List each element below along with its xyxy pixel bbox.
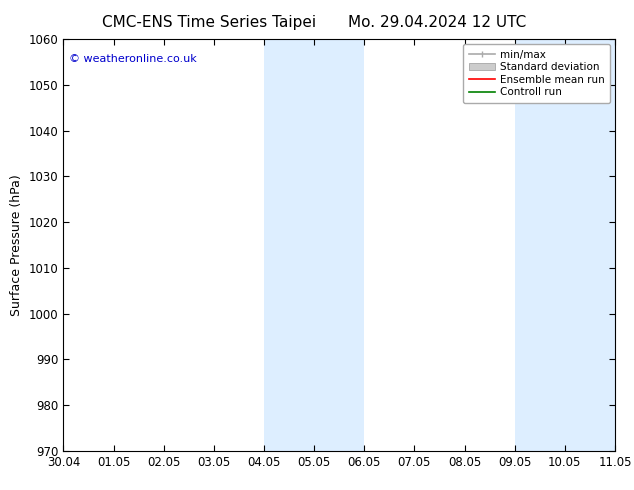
Legend: min/max, Standard deviation, Ensemble mean run, Controll run: min/max, Standard deviation, Ensemble me… bbox=[463, 45, 610, 102]
Text: © weatheronline.co.uk: © weatheronline.co.uk bbox=[69, 53, 197, 64]
Bar bbox=[515, 39, 565, 451]
Text: CMC-ENS Time Series Taipei: CMC-ENS Time Series Taipei bbox=[102, 15, 316, 30]
Y-axis label: Surface Pressure (hPa): Surface Pressure (hPa) bbox=[10, 174, 23, 316]
Bar bbox=[565, 39, 615, 451]
Bar bbox=[264, 39, 314, 451]
Text: Mo. 29.04.2024 12 UTC: Mo. 29.04.2024 12 UTC bbox=[348, 15, 527, 30]
Bar bbox=[314, 39, 365, 451]
